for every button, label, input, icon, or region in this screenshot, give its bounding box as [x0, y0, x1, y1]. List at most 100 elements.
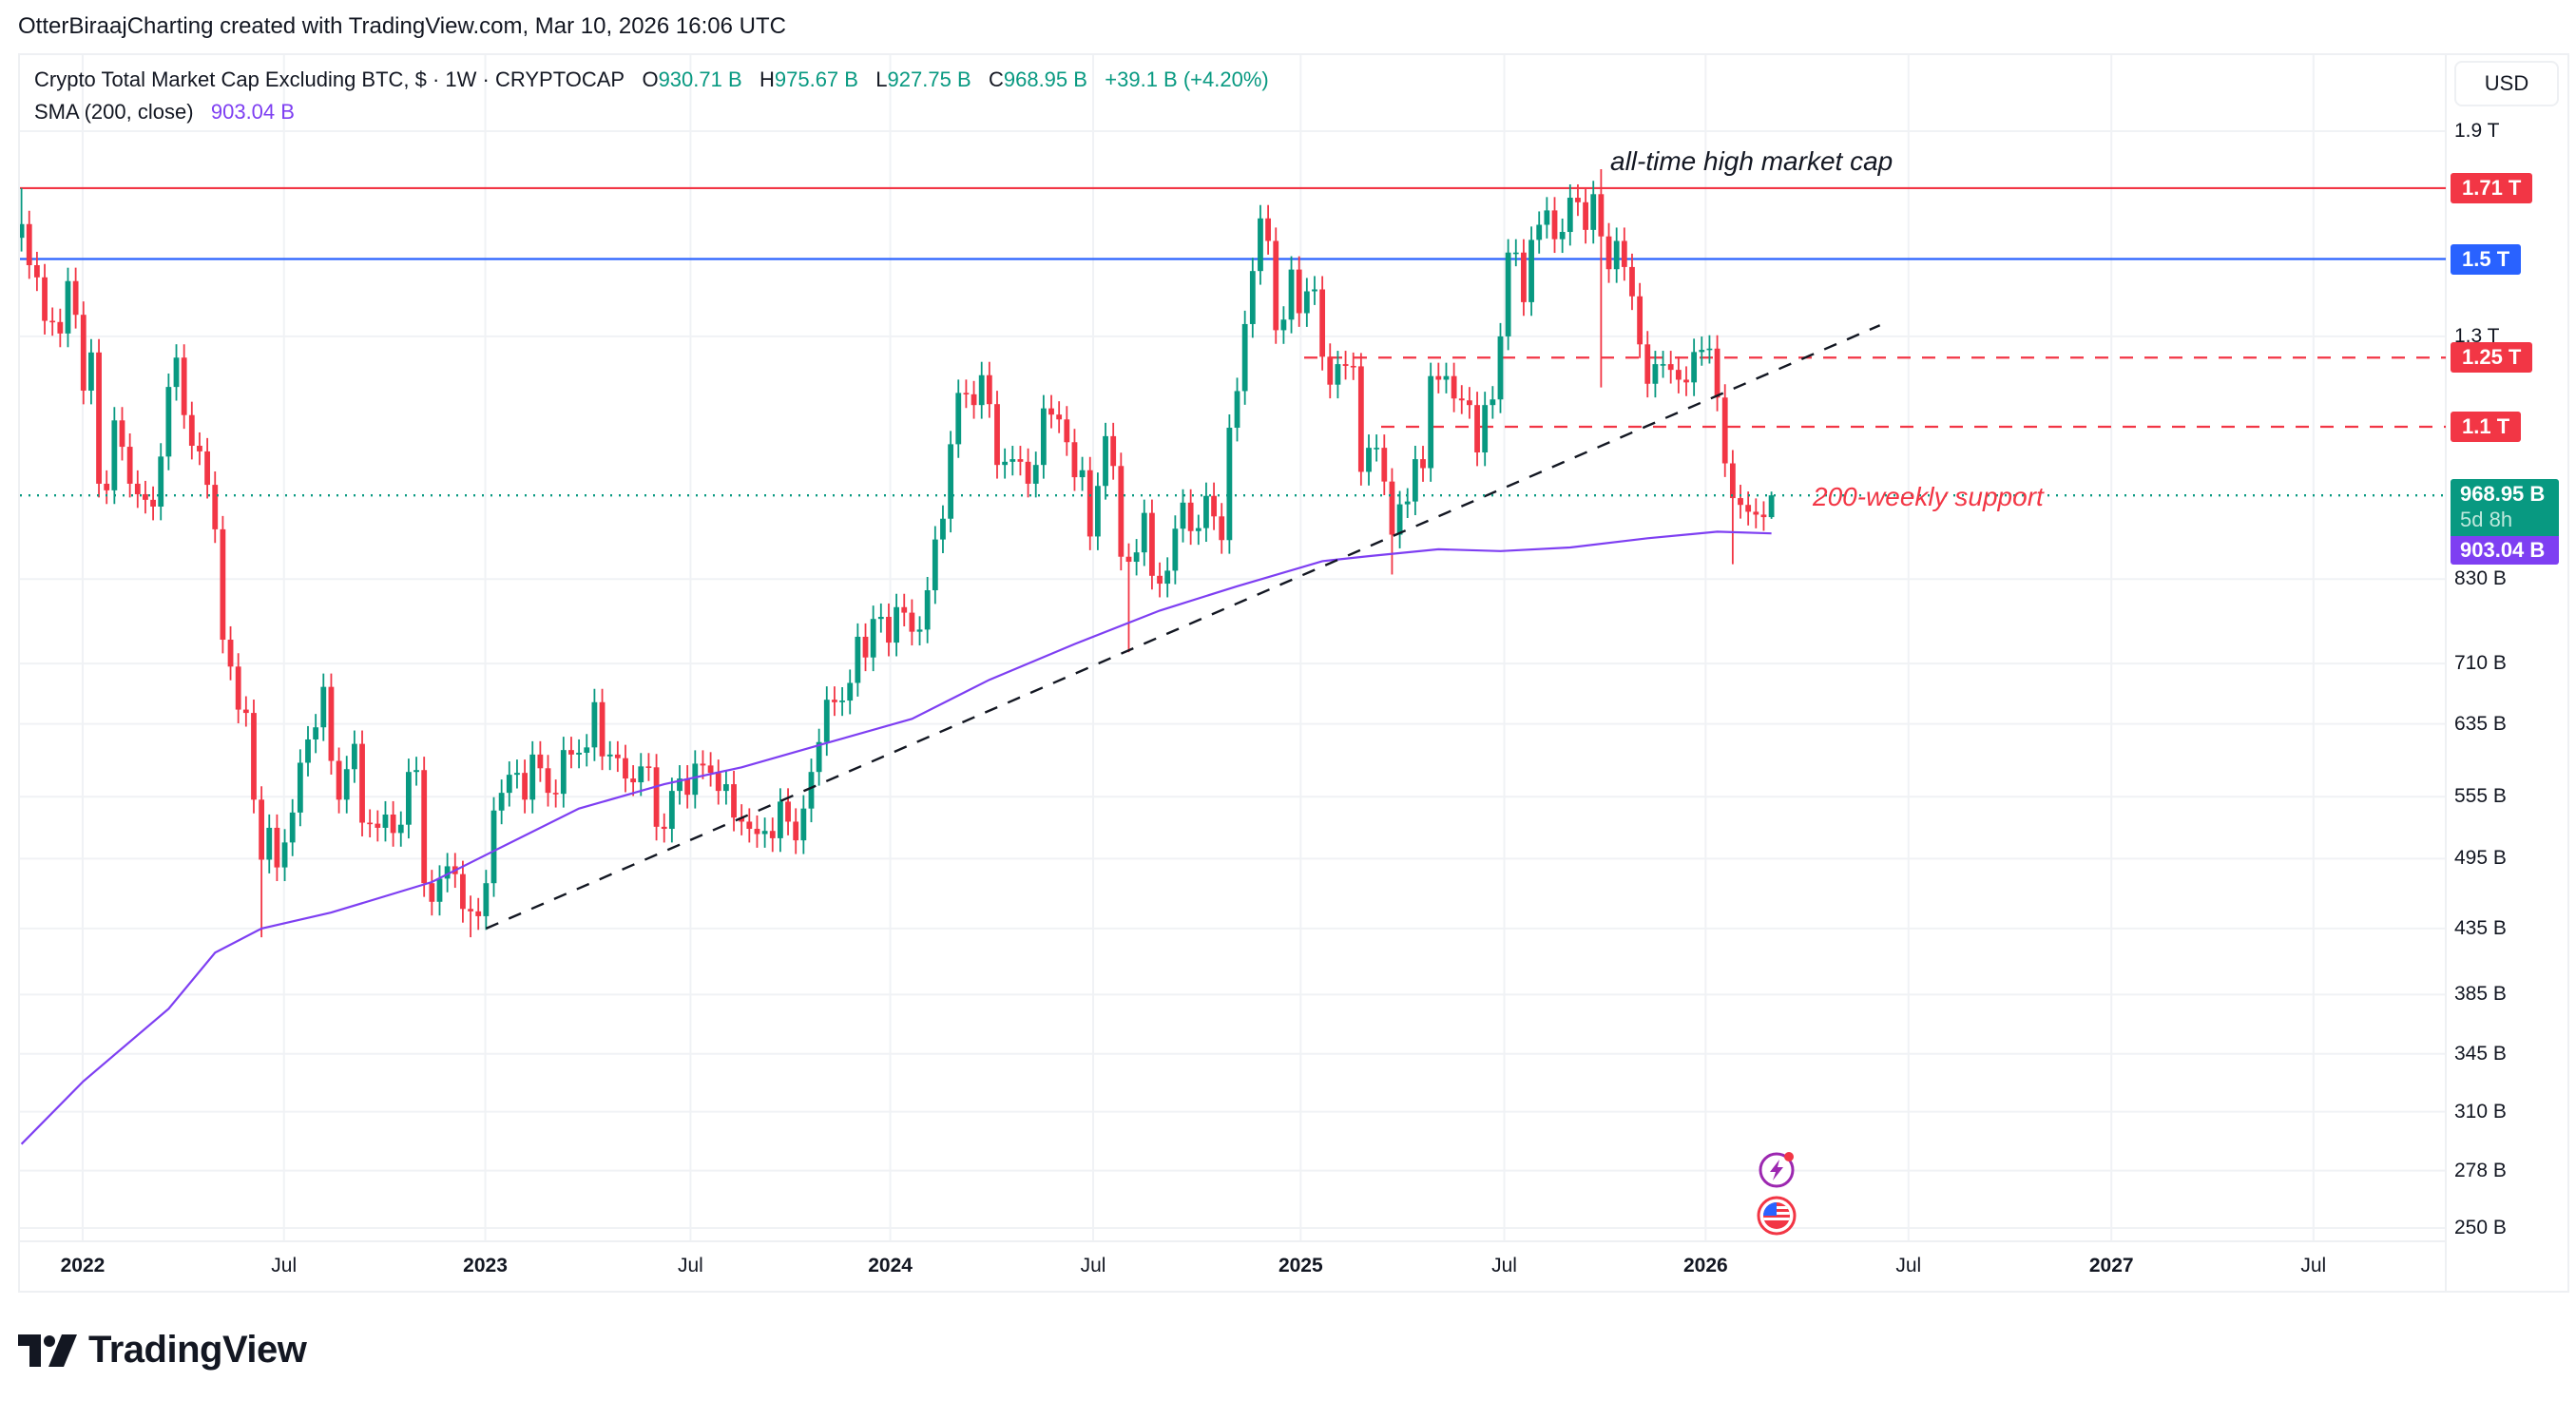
candle [1683, 366, 1689, 396]
candle [932, 526, 938, 605]
candle [506, 761, 512, 807]
candle-body [537, 754, 544, 769]
candle [545, 755, 551, 807]
support-annotation[interactable]: 200-weekly support [1813, 482, 2044, 511]
candle [808, 758, 815, 823]
candle [65, 267, 71, 348]
candle-body [684, 778, 691, 796]
tradingview-logo[interactable]: TradingView [18, 1329, 307, 1372]
candle-body [1079, 470, 1086, 478]
candle-body [33, 264, 40, 278]
candle-body [1490, 399, 1496, 406]
candle [173, 344, 180, 401]
candle [1381, 434, 1388, 496]
level-badge: 1.71 T [2451, 172, 2533, 203]
candle [1110, 422, 1117, 480]
candle-body [948, 444, 954, 519]
candle-body [220, 528, 226, 641]
candle [1435, 362, 1442, 393]
candle-body [932, 539, 938, 591]
candle-body [281, 842, 288, 868]
candle-body [769, 831, 776, 838]
candle [1350, 352, 1356, 380]
candle [181, 344, 187, 430]
candle [746, 808, 753, 843]
candle [1249, 258, 1256, 338]
candle [367, 809, 374, 838]
candle-body [204, 451, 211, 486]
candle [1389, 468, 1395, 575]
candle [661, 813, 667, 843]
candle [645, 753, 652, 781]
candle-body [134, 483, 141, 494]
candles [20, 169, 1775, 938]
tradingview-wordmark: TradingView [88, 1329, 307, 1371]
candle [1258, 204, 1263, 285]
us-flag-icon[interactable] [1756, 1195, 1797, 1237]
candle [475, 897, 482, 931]
candle [165, 374, 172, 470]
candle-body [1172, 528, 1179, 571]
candle-body [343, 769, 350, 800]
candle-body [483, 883, 490, 916]
candle-body [1675, 370, 1682, 380]
candle-body [266, 827, 273, 860]
candle [1451, 362, 1457, 413]
currency-button[interactable]: USD [2454, 61, 2559, 106]
candle [150, 486, 156, 521]
sma-label[interactable]: SMA (200, close) [34, 100, 194, 124]
gridlines [20, 55, 2446, 1241]
sma-price-badge: 903.04 B [2451, 536, 2559, 565]
candle [1211, 482, 1217, 530]
candle [1157, 562, 1163, 598]
candle-body [739, 817, 745, 822]
candle [375, 810, 381, 842]
candle-body [20, 223, 25, 239]
candle [1396, 490, 1403, 548]
candle-body [1149, 512, 1155, 576]
candle-body [1211, 495, 1217, 517]
candle-body [57, 321, 64, 334]
candle-body [375, 823, 381, 828]
candle-body [305, 739, 311, 763]
candle [1559, 218, 1566, 254]
symbol-title[interactable]: Crypto Total Market Cap Excluding BTC, $… [34, 67, 625, 91]
candle-body [1032, 465, 1039, 484]
candle-body [26, 223, 32, 265]
candle-body [1714, 348, 1721, 398]
candle [614, 740, 621, 773]
candle [560, 737, 567, 808]
candle [390, 800, 396, 847]
candle-body [877, 616, 884, 620]
candle-body [320, 686, 327, 728]
candle-body [1110, 435, 1117, 467]
candle-body [1280, 319, 1287, 331]
candle [1660, 351, 1666, 378]
candle-body [722, 784, 729, 792]
price-tick-label: 310 B [2454, 1100, 2507, 1123]
candle [1241, 310, 1248, 405]
candle-body [1738, 498, 1743, 506]
lightning-icon[interactable] [1756, 1148, 1797, 1190]
price-tick-label: 345 B [2454, 1042, 2507, 1065]
candle-body [1590, 194, 1597, 230]
candle-body [1219, 516, 1225, 541]
candle [700, 750, 706, 779]
candle-body [397, 824, 404, 834]
candle-body [963, 393, 970, 394]
legend-sma: SMA (200, close) 903.04 B [34, 100, 295, 125]
candle [1288, 256, 1295, 334]
candle [1149, 499, 1155, 590]
candle [289, 798, 296, 856]
candle-body [475, 911, 482, 916]
candle [522, 759, 528, 814]
candle-body [700, 763, 706, 766]
candle-body [212, 485, 219, 529]
candle-body [1660, 364, 1666, 366]
candle [1512, 239, 1519, 267]
candle [1056, 401, 1063, 433]
trendline[interactable] [485, 324, 1881, 930]
candle [862, 623, 869, 672]
ath-annotation[interactable]: all-time high market cap [1610, 146, 1894, 176]
